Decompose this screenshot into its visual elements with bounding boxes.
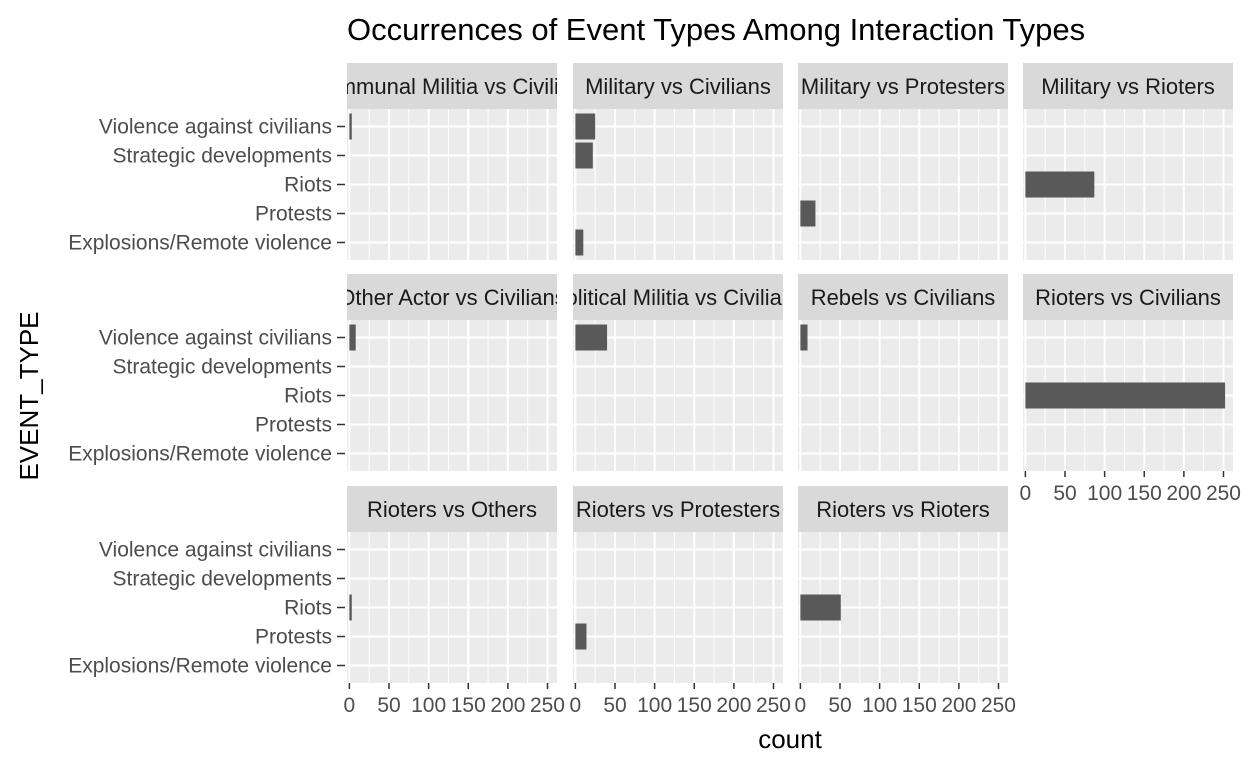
x-tick-label: 100: [411, 694, 446, 717]
y-tick-label: Strategic developments: [113, 145, 332, 168]
bar: [800, 200, 816, 227]
bar: [349, 324, 356, 351]
y-tick-label: Riots: [284, 385, 332, 408]
y-tick-label: Strategic developments: [113, 356, 332, 379]
facet-panels: Violence against civilians Strategic deve…: [68, 63, 1241, 717]
facet-strip-label: Rebels vs Civilians: [811, 285, 996, 310]
y-tick-label: Protests: [255, 626, 332, 649]
facet-panel: Political Militia vs Civilians: [551, 274, 805, 471]
facet-strip: [798, 274, 1008, 320]
facet-strip-label: Military vs Protesters: [801, 74, 1005, 99]
x-tick-label: 100: [637, 694, 672, 717]
y-tick-label: Violence against civilians: [99, 327, 332, 350]
facet-strip-label: Rioters vs Protesters: [576, 497, 780, 522]
chart-title: Occurrences of Event Types Among Interac…: [347, 12, 1085, 47]
y-tick-label: Violence against civilians: [99, 539, 332, 562]
x-tick-label: 150: [451, 694, 486, 717]
bar: [1025, 382, 1226, 409]
facet-strip: [347, 486, 557, 532]
x-tick-label: 200: [941, 694, 976, 717]
bar: [349, 113, 352, 140]
bar: [575, 142, 593, 169]
x-tick-label: 100: [862, 694, 897, 717]
facet-strip-label: Military vs Rioters: [1041, 74, 1215, 99]
facet-strip-label: Political Militia vs Civilians: [551, 285, 805, 310]
x-tick-label: 250: [530, 694, 565, 717]
facet-strip: [347, 63, 557, 109]
y-tick-label: Protests: [255, 414, 332, 437]
x-tick-label: 200: [716, 694, 751, 717]
facet-panel: Rioters vs Civilians 0 50 100 150 200 250: [1020, 274, 1241, 505]
facet-panel: Military vs Protesters: [798, 63, 1008, 260]
bar: [575, 623, 587, 650]
facet-panel: Military vs Civilians: [573, 63, 783, 260]
x-tick-label: 50: [828, 694, 851, 717]
bar: [800, 594, 841, 621]
x-tick-label: 100: [1087, 482, 1122, 505]
x-tick-label: 250: [756, 694, 791, 717]
x-tick-label: 0: [570, 694, 582, 717]
x-tick-label: 150: [902, 694, 937, 717]
facet-strip: [1023, 63, 1233, 109]
facet-panel: Rebels vs Civilians: [798, 274, 1008, 471]
facet-strip-label: Military vs Civilians: [585, 74, 771, 99]
bar: [1025, 171, 1095, 198]
bar: [800, 324, 808, 351]
facet-strip: [573, 63, 783, 109]
facet-strip-label: Communal Militia vs Civilians: [310, 74, 595, 99]
y-tick-label: Riots: [284, 597, 332, 620]
facet-strip: [798, 63, 1008, 109]
y-tick-label: Explosions/Remote violence: [68, 655, 332, 678]
x-tick-label: 50: [603, 694, 626, 717]
facet-strip-label: Rioters vs Civilians: [1035, 285, 1221, 310]
facet-panel: Rioters vs Rioters 0 50 100 150 200 250: [795, 486, 1016, 717]
x-tick-label: 0: [344, 694, 356, 717]
x-tick-label: 50: [377, 694, 400, 717]
bar: [349, 594, 352, 621]
y-tick-label: Violence against civilians: [99, 116, 332, 139]
x-tick-label: 250: [1206, 482, 1241, 505]
bar: [575, 229, 584, 256]
y-tick-label: Explosions/Remote violence: [68, 232, 332, 255]
facet-panel: Military vs Rioters: [1023, 63, 1233, 260]
x-tick-label: 250: [981, 694, 1016, 717]
x-axis-title: count: [758, 724, 822, 754]
facet-strip-label: Rioters vs Rioters: [816, 497, 990, 522]
facet-strip-label: Rioters vs Others: [367, 497, 537, 522]
facet-panel: Communal Militia vs Civilians: [310, 63, 595, 260]
facet-strip: [798, 486, 1008, 532]
facet-panel: Rioters vs Protesters 0 50 100 150 200 250: [570, 486, 791, 717]
x-tick-label: 0: [795, 694, 807, 717]
x-tick-label: 0: [1020, 482, 1032, 505]
facet-strip: [573, 274, 783, 320]
x-tick-label: 200: [1166, 482, 1201, 505]
y-tick-label: Explosions/Remote violence: [68, 443, 332, 466]
x-tick-label: 150: [1127, 482, 1162, 505]
bar: [575, 113, 596, 140]
facet-strip-label: Other Actor vs Civilians: [338, 285, 565, 310]
y-tick-label: Riots: [284, 174, 332, 197]
x-tick-label: 200: [490, 694, 525, 717]
facet-strip: [1023, 274, 1233, 320]
y-tick-label: Protests: [255, 203, 332, 226]
y-tick-label: Strategic developments: [113, 568, 332, 591]
y-axis-title: EVENT_TYPE: [14, 311, 44, 480]
x-tick-label: 50: [1053, 482, 1076, 505]
bar: [575, 324, 608, 351]
facet-panel: Other Actor vs Civilians: [338, 274, 565, 471]
facet-strip: [573, 486, 783, 532]
facet-panel: Rioters vs Others 0 50 100 150 200 250: [344, 486, 565, 717]
x-tick-label: 150: [677, 694, 712, 717]
facet-strip: [347, 274, 557, 320]
